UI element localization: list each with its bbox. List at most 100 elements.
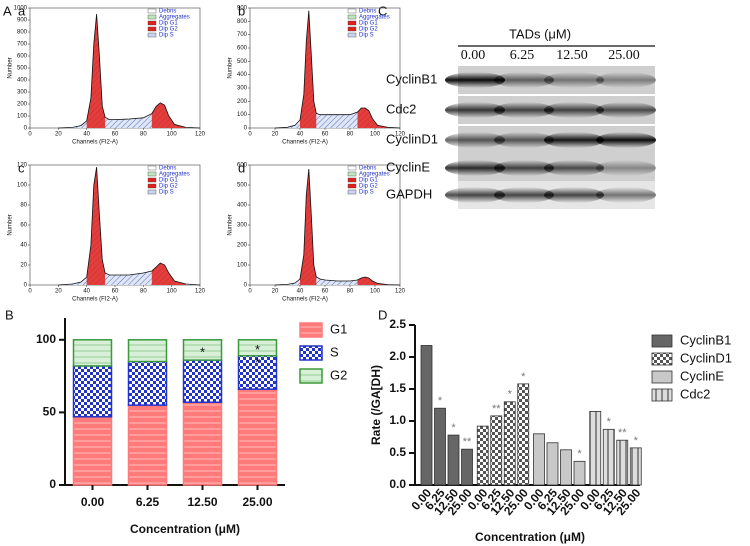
legend-label: Dip G2 <box>359 27 378 33</box>
x-tick-label: 0 <box>248 289 252 295</box>
significance: * <box>634 435 639 447</box>
legend-swatch <box>147 14 157 20</box>
legend-label: Dip G2 <box>159 184 178 190</box>
y-tick-label: 100 <box>36 332 56 346</box>
legend-swatch <box>347 14 357 20</box>
y-tick-label: 20 <box>20 263 27 269</box>
x-tick-label: 100 <box>167 289 178 295</box>
lane-label: 25.00 <box>608 48 640 63</box>
y-axis-label: Rate (/GA[DH) <box>369 365 383 445</box>
blot-band <box>596 132 656 148</box>
y-tick-label: 300 <box>17 90 28 96</box>
x-tick-label: 40 <box>83 132 90 138</box>
legend-swatch <box>651 352 673 366</box>
blot-band <box>494 187 554 203</box>
legend-swatch <box>147 183 157 189</box>
area <box>275 169 400 285</box>
legend-label: Debris <box>159 166 176 172</box>
legend-swatch <box>347 183 357 189</box>
row-label: CyclinD1 <box>386 131 438 146</box>
blot-band <box>494 160 554 176</box>
x-tick-label: 6.25 <box>136 495 160 509</box>
lane-label: 12.50 <box>556 48 588 63</box>
bar <box>589 410 602 486</box>
x-tick-label: 0 <box>28 289 32 295</box>
row-label: CyclinB1 <box>386 71 437 86</box>
y-tick-label: 1.5 <box>389 381 406 395</box>
blot-band <box>544 187 604 203</box>
y-tick-label: 700 <box>237 32 248 38</box>
bar-segment <box>72 339 113 367</box>
x-axis-label: Channels (FI2-A) <box>72 140 118 146</box>
legend-swatch <box>147 20 157 26</box>
y-tick-label: 900 <box>237 6 248 12</box>
bar-segment <box>127 339 168 363</box>
legend-swatch <box>147 189 157 195</box>
y-axis-label: Number <box>228 57 234 78</box>
y-tick-label: 100 <box>237 112 248 118</box>
x-tick-label: 80 <box>140 289 147 295</box>
bar <box>629 447 642 486</box>
area <box>86 14 186 128</box>
bar-segment <box>127 360 168 406</box>
bar-segment <box>237 388 278 486</box>
x-tick-label: 0 <box>28 132 32 138</box>
blot-band <box>544 160 604 176</box>
bar <box>434 407 446 486</box>
legend-label: G2 <box>330 367 347 382</box>
legend-label: Dip S <box>359 190 374 196</box>
y-tick-label: 2.5 <box>389 317 406 331</box>
row-label: GAPDH <box>386 186 432 201</box>
x-axis-label: Concentration (μM) <box>475 530 585 544</box>
legend-label: Debris <box>359 166 376 172</box>
legend-label: Dip S <box>159 190 174 196</box>
x-tick-label: 80 <box>347 132 354 138</box>
y-tick-label: 40 <box>20 243 27 249</box>
x-tick-label: 120 <box>395 132 406 138</box>
x-axis-label: Channels (FI2-A) <box>282 297 328 303</box>
y-tick-label: 800 <box>237 19 248 25</box>
blot-band <box>494 132 554 148</box>
legend-label: Dip G1 <box>159 178 178 184</box>
y-tick-label: 100 <box>17 114 28 120</box>
panel-sublabel: a <box>18 3 26 18</box>
row-label: Cdc2 <box>386 101 416 116</box>
legend-label: Aggregates <box>159 172 190 178</box>
y-tick-label: 300 <box>237 86 248 92</box>
legend-label: Dip G2 <box>159 27 178 33</box>
area <box>58 14 200 128</box>
blot-band <box>596 160 656 176</box>
legend-swatch <box>347 32 357 38</box>
legend-label: CyclinD1 <box>680 350 732 365</box>
y-tick-label: 120 <box>17 163 28 169</box>
panel-label: B <box>5 307 14 322</box>
bar <box>490 415 503 486</box>
significance: * <box>521 371 526 383</box>
blot-band <box>445 132 505 148</box>
y-tick-label: 600 <box>237 163 248 169</box>
legend-swatch <box>147 32 157 38</box>
area <box>86 167 186 285</box>
panel-label: C <box>378 3 387 18</box>
legend-swatch <box>147 8 157 14</box>
blot-band <box>596 187 656 203</box>
y-tick-label: 0 <box>244 126 248 132</box>
legend-swatch <box>347 165 357 171</box>
significance: * <box>607 416 612 428</box>
y-tick-label: 800 <box>17 30 28 36</box>
legend-swatch <box>347 20 357 26</box>
blot-band <box>445 72 505 88</box>
y-tick-label: 0 <box>24 283 28 289</box>
y-tick-label: 100 <box>237 263 248 269</box>
y-tick-label: 2.0 <box>389 349 406 363</box>
legend-swatch <box>299 368 323 384</box>
legend-label: G1 <box>330 321 347 336</box>
x-axis-label: Concentration (μM) <box>130 522 240 536</box>
legend-label: Dip G1 <box>159 21 178 27</box>
legend-label: Dip S <box>359 33 374 39</box>
x-tick-label: 120 <box>395 289 406 295</box>
area <box>300 10 388 128</box>
significance: * <box>508 389 513 401</box>
legend-label: CyclinE <box>680 368 724 383</box>
y-tick-label: 50 <box>43 405 57 419</box>
